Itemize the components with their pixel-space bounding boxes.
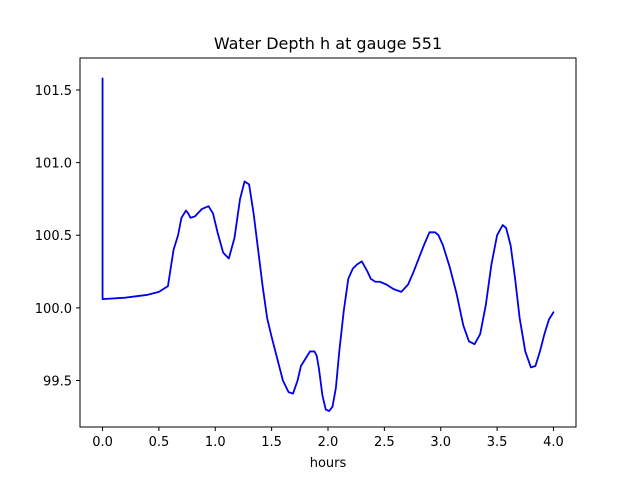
x-axis-ticks: 0.0 0.5 1.0 1.5 2.0 2.5 3.0 3.5 4.0 [92,427,564,450]
plot-area [101,77,555,412]
x-tick-label: 0.5 [149,435,170,450]
x-tick-label: 2.0 [318,435,339,450]
x-tick-label: 4.0 [543,435,564,450]
x-tick-label: 3.0 [430,435,451,450]
x-tick-label: 2.5 [374,435,395,450]
y-tick-label: 100.0 [35,302,72,317]
x-axis-label: hours [310,456,347,471]
y-axis-ticks: 99.5 100.0 100.5 101.0 101.5 [35,84,80,390]
series-line-0 [101,77,555,412]
axes-frame [79,57,577,428]
y-tick-label: 101.5 [35,84,72,99]
chart-title: Water Depth h at gauge 551 [214,34,442,53]
y-tick-label: 101.0 [35,157,72,172]
y-tick-label: 100.5 [35,229,72,244]
x-tick-label: 3.5 [487,435,508,450]
x-tick-label: 0.0 [92,435,113,450]
y-tick-label: 99.5 [43,375,72,390]
x-tick-label: 1.0 [205,435,226,450]
x-tick-label: 1.5 [261,435,282,450]
